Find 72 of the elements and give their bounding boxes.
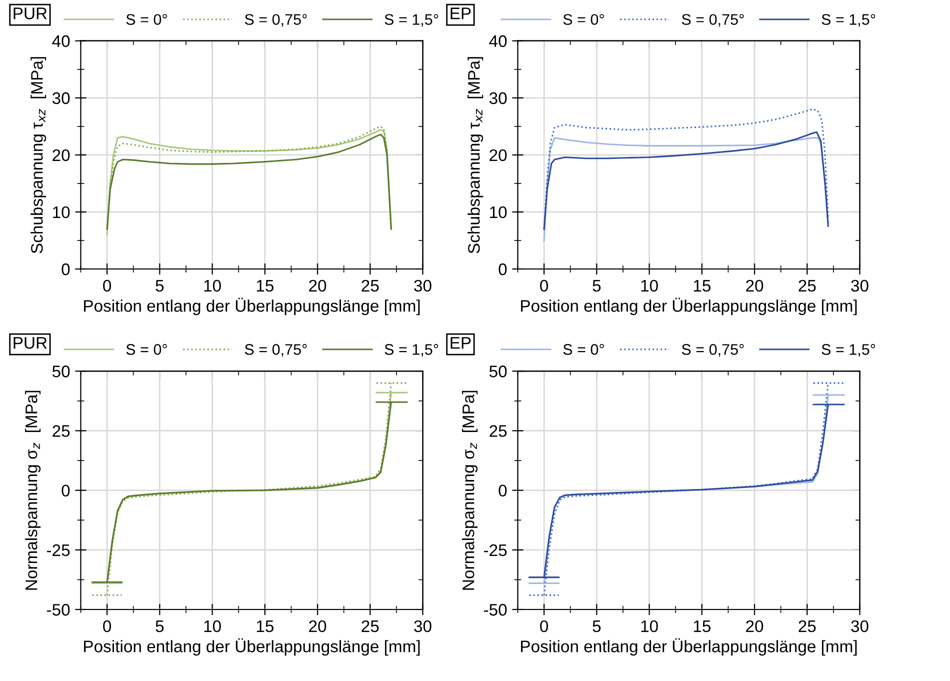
x-axis-title: Position entlang der Überlappungslänge [mm] [521,638,857,656]
y-tick-label: 50 [52,366,70,378]
x-tick-label: 25 [798,280,816,292]
y-axis-title: Schubspannung τ$_{xz}$ [MPa] [468,57,484,254]
chart-title: PUR [14,337,47,349]
x-tick-label: 0 [103,620,112,632]
x-tick-label: 10 [204,620,221,632]
legend-label: S = 1,5° [384,14,438,27]
y-tick-label: 0 [498,263,507,276]
y-tick-label: 30 [52,92,70,104]
x-axis-title: Position entlang der Überlappungslänge [mm] [84,298,420,316]
y-tick-label: 20 [52,149,70,162]
chart-title: EP [450,8,471,20]
x-axis-title: Position entlang der Überlappungslänge [mm] [84,638,420,656]
y-tick-label: 20 [490,149,507,162]
y-tick-label: 40 [52,35,70,48]
y-tick-label: 0 [62,263,70,276]
y-tick-label: -50 [484,604,507,616]
x-tick-label: 15 [256,280,274,292]
y-axis-title: Normalspannung σ$_{z}$ [MPa] [462,390,478,590]
chart-title: EP [450,337,471,349]
legend-label: S = 0° [126,14,167,25]
y-tick-label: 50 [489,366,507,378]
y-tick-label: 25 [490,425,507,437]
y-tick-label: 10 [53,206,70,218]
legend-label: S = 0° [563,14,604,25]
y-tick-label: -25 [484,544,507,556]
x-tick-label: 30 [851,280,868,292]
x-tick-label: 15 [694,280,710,292]
x-axis-title: Position entlang der Überlappungslänge [mm] [521,298,857,316]
y-tick-label: 25 [52,425,70,437]
x-tick-label: 5 [592,620,601,632]
y-tick-label: 0 [498,484,507,497]
legend-label: S = 0,75° [682,14,744,27]
legend-label: S = 0,75° [244,14,307,27]
x-tick-label: 20 [309,280,326,292]
x-tick-label: 25 [362,620,379,632]
legend-label: S = 1,5° [822,344,876,357]
legend-label: S = 0° [563,344,604,355]
y-tick-label: -25 [46,544,70,556]
x-tick-label: 10 [204,280,221,292]
legend-label: S = 1,5° [822,14,876,27]
y-tick-label: 10 [490,206,507,218]
x-tick-label: 20 [746,280,764,292]
x-tick-label: 15 [694,620,710,632]
x-tick-label: 20 [746,620,764,632]
chart-title: PUR [14,8,47,20]
x-tick-label: 10 [641,620,658,632]
legend-label: S = 0° [126,344,167,355]
x-tick-label: 5 [156,280,164,292]
legend-label: S = 0,75° [682,344,744,357]
x-tick-label: 30 [851,620,868,632]
x-tick-label: 0 [103,280,112,292]
x-tick-label: 10 [641,280,658,292]
x-tick-label: 5 [592,280,601,292]
x-tick-label: 20 [309,620,326,632]
x-tick-label: 15 [256,620,274,632]
x-tick-label: 30 [414,620,432,632]
legend-label: S = 0,75° [244,344,307,357]
y-axis-title: Normalspannung σ$_{z}$ [MPa] [25,390,41,590]
y-tick-label: 30 [489,92,507,104]
y-tick-label: 0 [62,484,70,497]
x-tick-label: 30 [414,280,432,292]
x-tick-label: 0 [540,280,548,292]
x-tick-label: 25 [798,620,816,632]
x-tick-label: 25 [362,280,379,292]
y-tick-label: -50 [46,604,70,616]
x-tick-label: 0 [540,620,548,632]
y-tick-label: 40 [489,35,507,48]
y-axis-title: Schubspannung τ$_{xz}$ [MPa] [30,57,46,254]
legend-label: S = 1,5° [384,344,438,357]
x-tick-label: 5 [156,620,164,632]
